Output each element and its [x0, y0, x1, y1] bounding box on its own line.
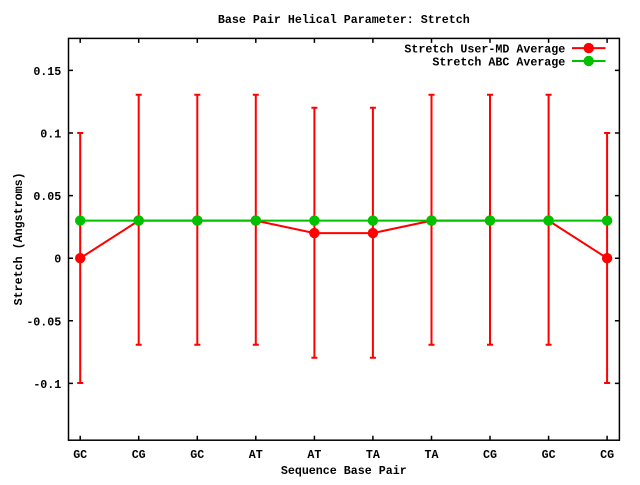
svg-text:0.05: 0.05 [33, 190, 61, 204]
svg-text:GC: GC [190, 448, 204, 462]
svg-text:AT: AT [249, 448, 263, 462]
svg-text:GC: GC [542, 448, 556, 462]
svg-text:Stretch ABC Average: Stretch ABC Average [432, 56, 565, 70]
svg-text:-0.05: -0.05 [26, 315, 61, 329]
svg-text:-0.1: -0.1 [33, 378, 61, 392]
svg-text:Base Pair Helical Parameter: S: Base Pair Helical Parameter: Stretch [218, 13, 470, 27]
svg-text:CG: CG [483, 448, 497, 462]
svg-text:GC: GC [73, 448, 87, 462]
svg-text:Sequence Base Pair: Sequence Base Pair [281, 464, 407, 478]
svg-text:CG: CG [600, 448, 614, 462]
svg-text:Stretch (Angstroms): Stretch (Angstroms) [12, 172, 26, 305]
svg-text:TA: TA [425, 448, 439, 462]
svg-text:Stretch User-MD Average: Stretch User-MD Average [404, 43, 565, 57]
svg-text:AT: AT [307, 448, 321, 462]
svg-text:0: 0 [54, 253, 61, 267]
svg-text:CG: CG [132, 448, 146, 462]
svg-text:TA: TA [366, 448, 380, 462]
svg-text:0.1: 0.1 [40, 128, 61, 142]
svg-text:0.15: 0.15 [33, 65, 61, 79]
